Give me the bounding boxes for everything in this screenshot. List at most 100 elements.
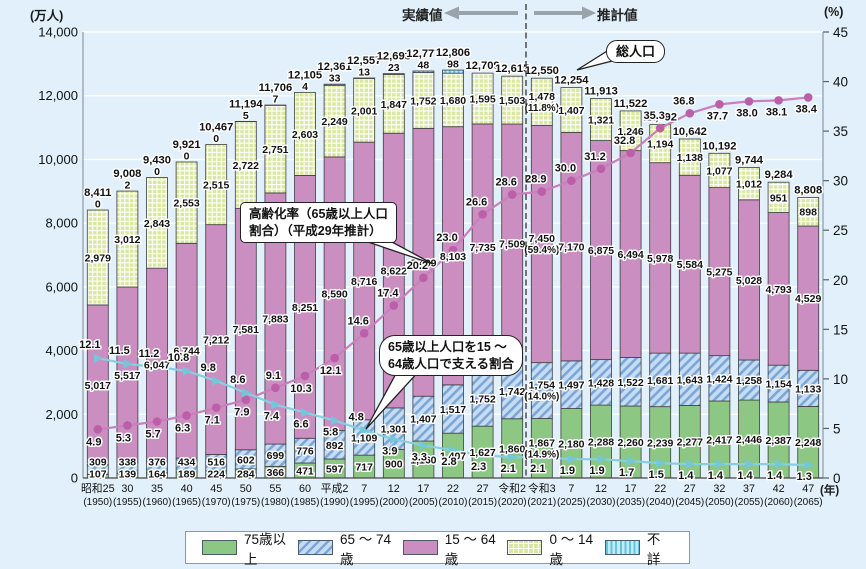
support-ratio-marker	[715, 459, 725, 469]
aging-rate-marker	[389, 301, 399, 310]
segment-label-15_64: 6,047	[144, 359, 170, 371]
x-year-label: (2030)	[587, 497, 616, 508]
segment-label-65_74: 1,754	[529, 380, 555, 392]
aging-rate-value: 7.1	[205, 415, 220, 427]
segment-label-75plus: 2,288	[588, 437, 614, 449]
segment-label-65_74: 776	[296, 446, 314, 458]
segment-label-15_64: 7,212	[203, 335, 229, 347]
unknown-label: 5	[243, 110, 249, 122]
unknown-label: 4	[302, 81, 308, 93]
support-ratio-value: 1.4	[767, 470, 783, 482]
x-era-label: 令和3	[528, 481, 556, 495]
segment-label-15_64: 5,517	[114, 370, 140, 382]
bar-segment-0_14	[678, 138, 701, 176]
bar-segment-0_14	[590, 98, 612, 142]
segment-label-15_64: 7,581	[233, 324, 259, 336]
segment-pct-label-75plus: (14.9%)	[524, 449, 559, 460]
support-ratio-value: 11.5	[109, 345, 130, 357]
segment-label-75plus: 224	[207, 469, 225, 481]
x-year-label: (2000)	[379, 497, 408, 508]
aging-rate-callout-line2: 割合）（平成29年推計）	[249, 223, 382, 238]
aging-rate-value: 26.6	[466, 196, 487, 208]
aging-rate-marker	[359, 328, 369, 338]
legend-swatch-65-74	[297, 540, 333, 555]
left-axis-tick-label: 10,000	[38, 152, 78, 167]
support-ratio-marker	[626, 456, 636, 466]
segment-label-75plus: 2,260	[617, 437, 643, 449]
support-ratio-callout-line2: 64歳人口で支える割合	[388, 356, 515, 371]
segment-label-0_14: 2,249	[321, 116, 347, 128]
bar-segment-0_14	[708, 152, 731, 188]
segment-label-75plus: 2,180	[558, 438, 584, 450]
x-axis-unit: (年)	[820, 485, 840, 497]
aging-rate-marker	[507, 190, 517, 199]
legend-item-0-14: 0 〜 14歳	[507, 528, 604, 568]
x-era-label: 32	[713, 483, 725, 495]
total-label: 12,550	[525, 65, 559, 77]
aging-rate-marker	[419, 273, 428, 283]
segment-label-75plus: 1,407	[440, 451, 466, 463]
segment-label-65_74: 1,301	[381, 424, 407, 436]
x-year-label: (1975)	[231, 497, 260, 508]
left-axis-tick-label: 6,000	[45, 279, 78, 294]
segment-label-65_74: 1,424	[706, 373, 732, 385]
segment-label-0_14: 1,847	[381, 99, 407, 111]
total-label: 11,706	[259, 82, 293, 94]
support-ratio-marker	[153, 362, 163, 372]
bar-segment-0_14	[175, 161, 198, 244]
support-ratio-marker	[774, 459, 784, 469]
support-ratio-value: 6.6	[293, 419, 308, 431]
aging-rate-value: 37.7	[707, 110, 728, 122]
segment-label-0_14: 2,979	[85, 252, 111, 264]
x-era-label: 17	[625, 483, 637, 495]
segment-label-65_74: 434	[178, 457, 196, 469]
left-axis-tick-label: 12,000	[38, 88, 78, 103]
segment-label-75plus: 2,248	[795, 437, 821, 449]
right-axis-unit: (%)	[824, 5, 844, 19]
segment-label-0_14: 1,246	[617, 126, 643, 138]
segment-label-65_74: 309	[89, 457, 107, 469]
segment-label-0_14: 1,194	[647, 139, 673, 151]
bar-segment-0_14	[797, 197, 820, 227]
segment-label-15_64: 8,716	[351, 276, 377, 288]
x-year-label: (2045)	[675, 497, 704, 508]
support-ratio-value: 11.2	[139, 348, 160, 360]
unknown-label: 13	[358, 67, 370, 79]
segment-pct-label-0_14: (11.8%)	[525, 103, 559, 114]
segment-label-0_14: 2,843	[144, 218, 170, 230]
legend-item-65-74: 65 〜 74歳	[297, 528, 403, 568]
x-era-label: 平成2	[321, 482, 349, 495]
total-label: 12,557	[347, 55, 381, 67]
segment-label-15_64: 6,494	[617, 249, 643, 261]
decorations	[365, 4, 617, 478]
segment-label-65_74: 602	[237, 454, 255, 466]
x-year-label: (2055)	[735, 497, 764, 508]
support-ratio-marker	[94, 353, 104, 363]
x-era-label: 昭和25	[81, 482, 115, 495]
segment-label-65_74: 1,258	[736, 375, 762, 387]
segment-label-15_64: 5,017	[85, 380, 111, 392]
aging-rate-marker	[271, 383, 280, 393]
total-label: 11,194	[229, 98, 263, 110]
segment-label-75plus: 284	[237, 468, 255, 480]
support-ratio-marker	[656, 458, 666, 468]
unknown-label: 23	[388, 62, 400, 74]
x-era-label: 27	[684, 483, 696, 495]
segment-label-75plus: 1,867	[529, 437, 555, 449]
support-ratio-value: 12.1	[79, 339, 100, 351]
support-ratio-marker	[597, 454, 607, 464]
left-axis-unit: (万人)	[30, 9, 64, 23]
segment-label-65_74: 1,681	[647, 375, 673, 387]
right-axis-tick-label: 40	[833, 75, 848, 90]
legend: 75歳以上 65 〜 74歳 15 〜 64歳 0 〜 14歳 不詳	[185, 531, 690, 567]
x-year-label: (1955)	[113, 497, 142, 508]
x-era-label: 12	[595, 483, 607, 495]
total-label: 12,615	[495, 63, 529, 75]
support-ratio-callout-line1: 65歳以上人口を15 〜	[388, 340, 507, 354]
support-ratio-marker	[360, 425, 370, 436]
segment-label-65_74: 1,497	[558, 380, 584, 392]
support-ratio-value: 1.9	[589, 465, 604, 477]
total-label: 10,467	[199, 122, 233, 134]
aging-rate-marker	[655, 123, 665, 133]
x-era-label: 55	[269, 483, 281, 495]
